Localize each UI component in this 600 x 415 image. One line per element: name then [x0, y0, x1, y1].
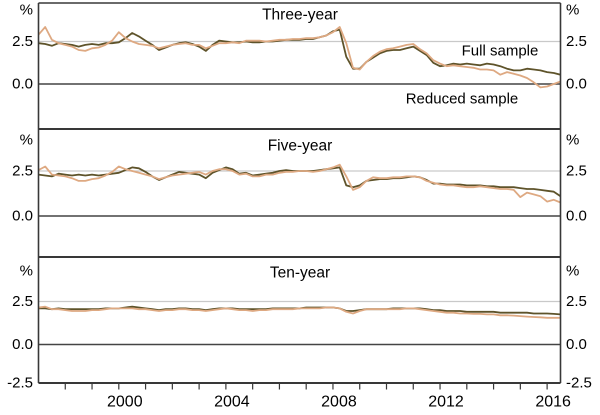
y-label-0-0-right: 0.0 [566, 336, 587, 353]
x-axis-label-2000: 2000 [107, 394, 143, 411]
y-label-pct-right: % [566, 2, 579, 19]
series-group [38, 305, 561, 319]
x-axis-label-2004: 2004 [214, 394, 250, 411]
full-sample-label: Full sample [462, 43, 539, 60]
reduced-sample-line-five-year [38, 163, 561, 204]
panel-ten-year: Ten-year% 2.5 0.0% 2.5 0.0 [12, 263, 587, 354]
series-group [38, 163, 561, 204]
y-label-2-5-right: 2.5 [566, 163, 587, 180]
reduced-sample-line-ten-year [38, 305, 561, 319]
y-label-pct-right: % [566, 263, 579, 280]
x-axis-label-2016: 2016 [535, 394, 571, 411]
panel-title-five-year: Five-year [268, 138, 333, 155]
y-label-2-5-left: 2.5 [12, 33, 33, 50]
y-label-2-5-left: 2.5 [12, 293, 33, 310]
y-label-neg-2-5-right: -2.5 [566, 375, 592, 392]
y-label-pct-left: % [20, 132, 33, 149]
y-label-0-0-left: 0.0 [12, 76, 33, 93]
y-label-neg-2-5-left: -2.5 [7, 375, 33, 392]
y-label-2-5-right: 2.5 [566, 293, 587, 310]
y-label-pct-left: % [20, 2, 33, 19]
panel-title-three-year: Three-year [262, 7, 338, 24]
x-axis-label-2012: 2012 [428, 394, 464, 411]
y-label-0-0-left: 0.0 [12, 208, 33, 225]
frame [37, 2, 562, 384]
y-label-0-0-left: 0.0 [12, 336, 33, 353]
reduced-sample-line-three-year [38, 26, 561, 89]
x-ticks [64, 384, 548, 390]
panel-three-year: Three-year% 2.5 0.0% 2.5 0.0 [12, 2, 587, 93]
y-label-0-0-right: 0.0 [566, 208, 587, 225]
y-label-pct-right: % [566, 132, 579, 149]
series-group [38, 26, 561, 89]
y-label-0-0-right: 0.0 [566, 76, 587, 93]
x-axis-label-2008: 2008 [321, 394, 357, 411]
y-label-pct-left: % [20, 263, 33, 280]
y-label-2-5-left: 2.5 [12, 163, 33, 180]
y-label-2-5-right: 2.5 [566, 33, 587, 50]
reduced-sample-label: Reduced sample [406, 91, 519, 108]
panel-title-ten-year: Ten-year [270, 265, 330, 282]
panel-five-year: Five-year% 2.5 0.0% 2.5 0.0 [12, 132, 587, 225]
